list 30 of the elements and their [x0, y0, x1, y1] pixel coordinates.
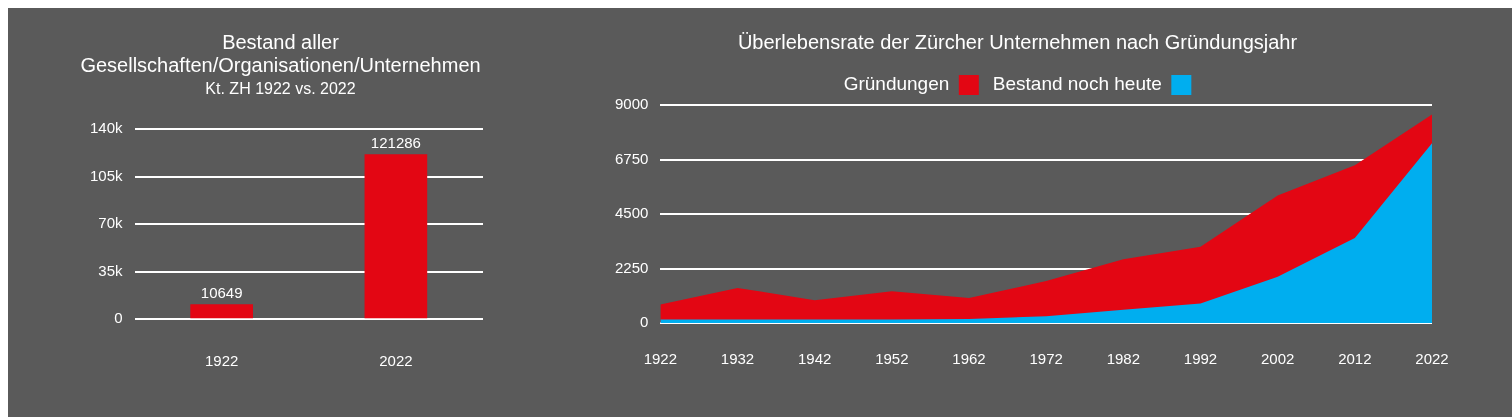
legend-label: Bestand noch heute	[992, 73, 1162, 95]
y-tick-label: 0	[114, 309, 123, 327]
x-tick-label: 1982	[1106, 350, 1141, 368]
chart-title: Bestand aller Gesellschaften/Organisationen/Unternehmen	[80, 31, 481, 77]
x-tick-label: 2022	[379, 352, 413, 370]
y-tick-label: 105k	[90, 166, 124, 184]
x-tick-label: 1972	[1029, 350, 1063, 368]
y-tick-label: 35k	[98, 261, 124, 279]
x-tick-label: 2002	[1260, 350, 1295, 368]
y-tick-label: 6750	[614, 149, 649, 167]
y-tick-label: 140k	[90, 119, 124, 137]
data-label: 121286	[370, 134, 421, 152]
y-tick-label: 2250	[614, 258, 649, 276]
x-tick-label: 1992	[1183, 350, 1218, 368]
y-tick-label: 0	[640, 313, 649, 331]
x-tick-label: 1962	[952, 350, 986, 368]
x-tick-label: 1932	[720, 350, 755, 368]
chart-subtitle: Kt. ZH 1922 vs. 2022	[205, 80, 356, 98]
x-tick-label: 2022	[1415, 350, 1449, 368]
x-tick-label: 2012	[1338, 350, 1372, 368]
x-tick-label: 1922	[204, 352, 239, 370]
y-tick-label: 4500	[614, 204, 649, 222]
y-tick-label: 70k	[98, 214, 124, 232]
x-tick-label: 1942	[798, 350, 832, 368]
y-tick-label: 9000	[614, 95, 649, 113]
legend-label: Gründungen	[843, 73, 950, 95]
data-label: 10649	[200, 284, 243, 302]
x-tick-label: 1952	[875, 350, 909, 368]
chart-title: Überlebensrate der Zürcher Unternehmen nach Gründungsjahr	[737, 31, 1298, 54]
x-tick-label: 1922	[643, 350, 678, 368]
